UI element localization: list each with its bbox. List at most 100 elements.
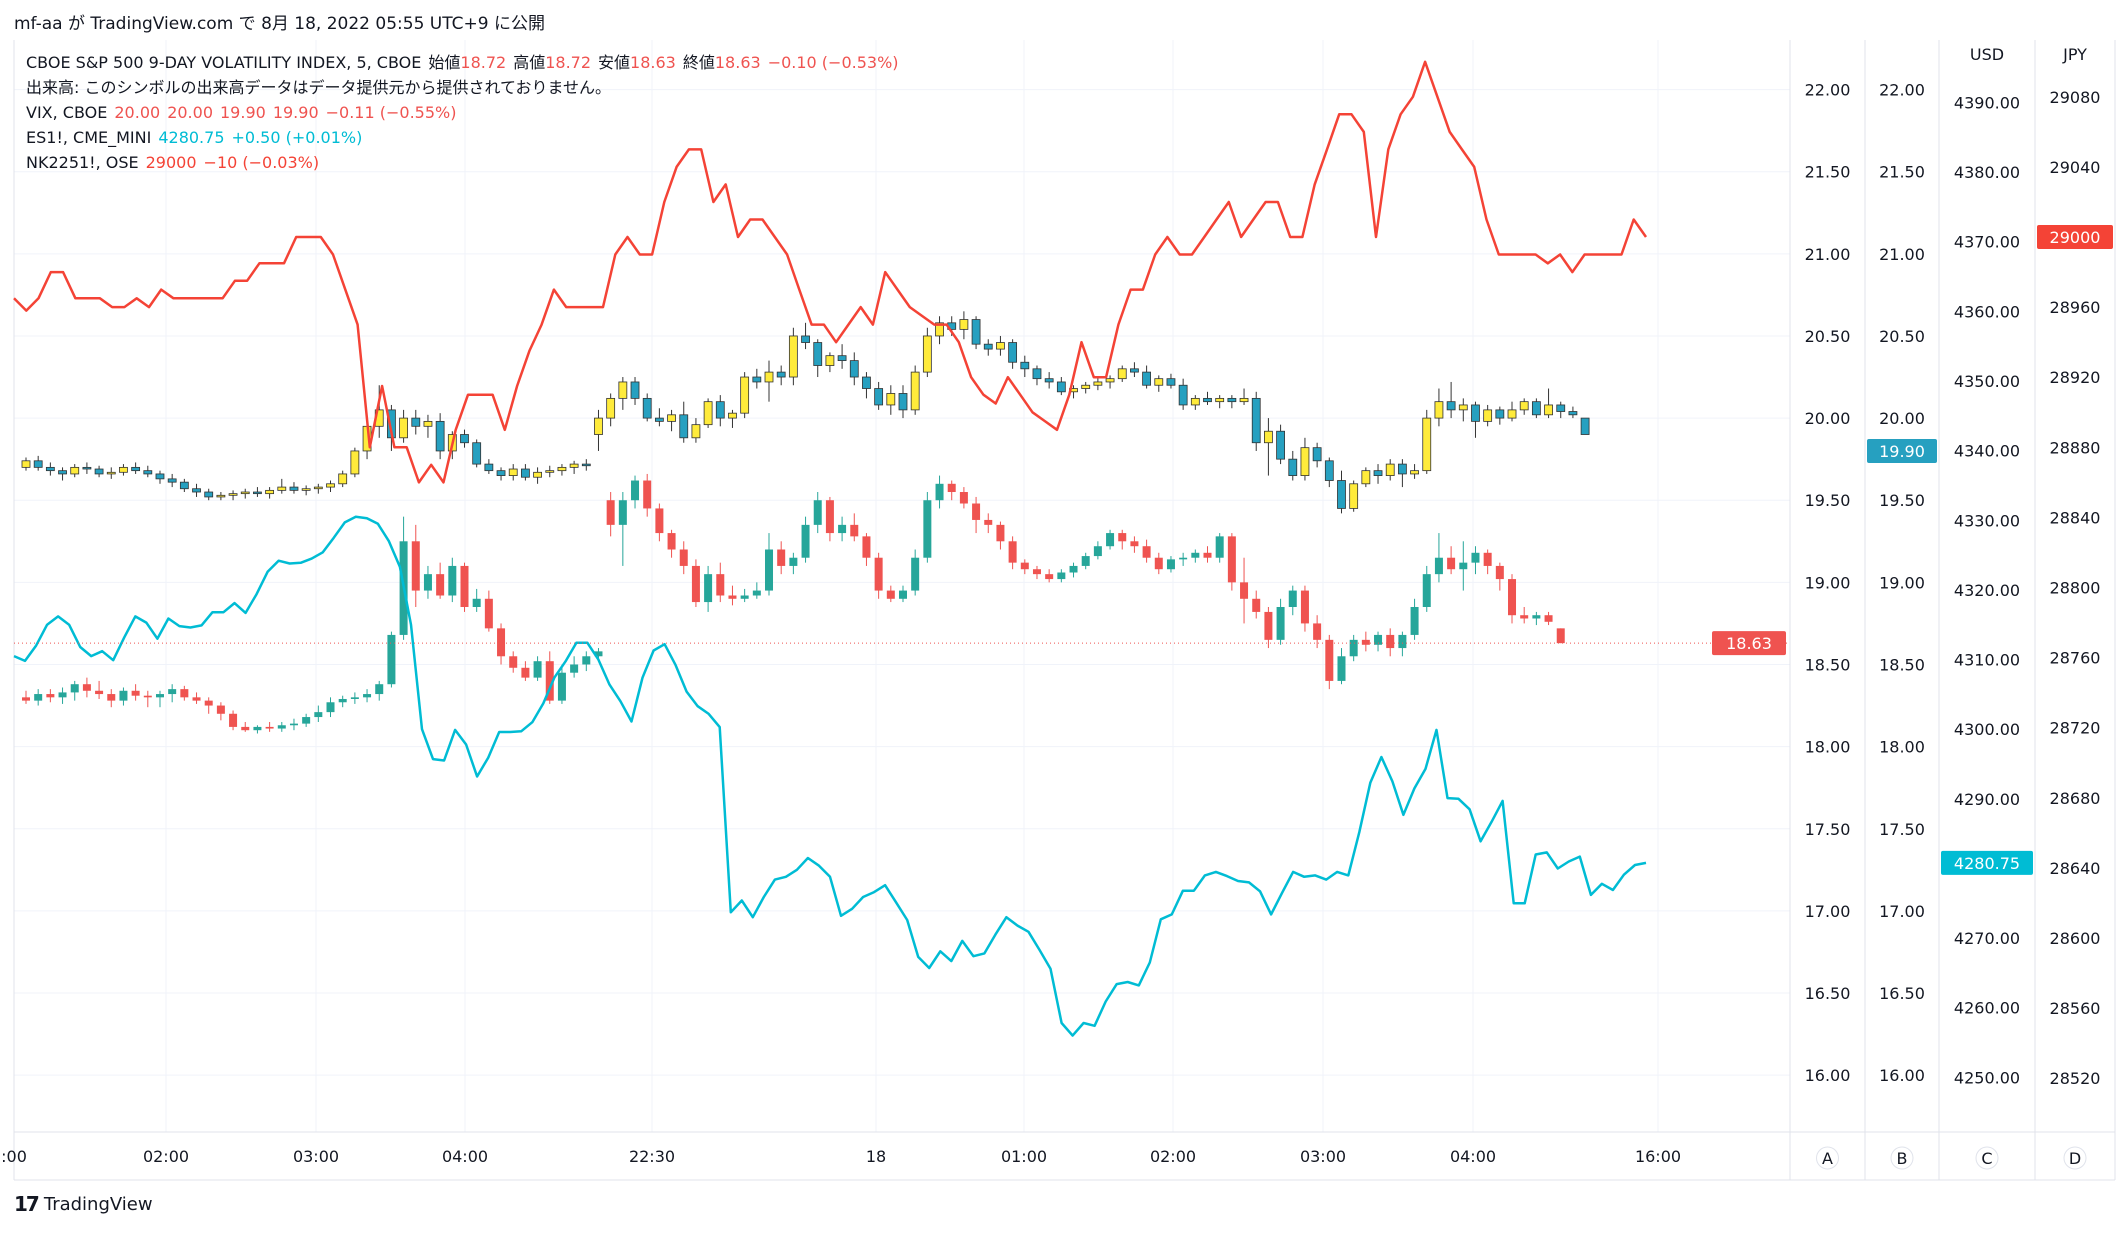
candle-body xyxy=(95,690,104,695)
legend-vix-h: 20.00 xyxy=(167,103,213,122)
candle-body xyxy=(1130,541,1139,547)
candle-body xyxy=(131,466,141,472)
axis-c-unit: USD xyxy=(1970,45,2004,64)
legend-es-symbol: ES1!, CME_MINI xyxy=(26,128,152,147)
candle-body xyxy=(971,319,981,345)
candle-body xyxy=(1313,623,1322,640)
candle-body xyxy=(363,694,372,698)
candle-body xyxy=(192,488,201,493)
candle-body xyxy=(1106,533,1115,547)
axis-a-letter: A xyxy=(1822,1149,1833,1168)
candle-body xyxy=(581,463,591,467)
candle-body xyxy=(107,694,116,701)
candle-body xyxy=(679,549,688,566)
candle-body xyxy=(326,483,335,488)
x-tick-label: 03:00 xyxy=(1300,1147,1346,1166)
x-tick-label: :00 xyxy=(1,1147,27,1166)
legend-vix-row[interactable]: VIX, CBOE 20.00 20.00 19.90 19.90 −0.11 (−0.5… xyxy=(26,100,906,125)
candle-body xyxy=(1179,557,1188,560)
candle-body xyxy=(1459,562,1468,570)
candle-body xyxy=(1337,656,1346,681)
candle-body xyxy=(1240,582,1249,599)
candle-body xyxy=(1373,470,1383,476)
candle-body xyxy=(984,519,993,525)
candle-body xyxy=(423,574,432,591)
axis-b-tick: 17.50 xyxy=(1879,820,1925,839)
candle-body xyxy=(886,590,895,599)
candle-body xyxy=(338,698,347,703)
candle-body xyxy=(1471,552,1480,563)
legend-es-row[interactable]: ES1!, CME_MINI 4280.75 +0.50 (+0.01%) xyxy=(26,125,906,150)
candle-body xyxy=(1130,368,1139,373)
candle-body xyxy=(253,491,262,495)
candle-body xyxy=(119,466,128,473)
axis-b-badge xyxy=(1890,1146,1914,1170)
candle-body xyxy=(728,595,737,599)
candle-body xyxy=(1483,552,1492,566)
candle-body xyxy=(1325,639,1334,681)
legend-low: 18.63 xyxy=(630,53,676,72)
candle-body xyxy=(715,401,725,419)
candle-body xyxy=(1434,557,1443,575)
candle-body xyxy=(1361,470,1371,485)
candle-body xyxy=(594,417,603,435)
candle-body xyxy=(1057,572,1066,580)
axis-a-tick: 17.50 xyxy=(1805,820,1851,839)
candle-body xyxy=(289,723,298,726)
axis-b-tick: 20.00 xyxy=(1879,409,1925,428)
candle-body xyxy=(509,656,518,668)
candle-body xyxy=(155,694,164,698)
candle-body xyxy=(545,661,554,701)
candle-body xyxy=(813,342,823,366)
legend-main-row[interactable]: CBOE S&P 500 9-DAY VOLATILITY INDEX, 5, … xyxy=(26,50,906,75)
candle-body xyxy=(1398,634,1407,649)
legend-low-label: 安値 xyxy=(598,53,631,72)
candle-body xyxy=(45,466,55,472)
candle-body xyxy=(1081,384,1091,389)
candle-body xyxy=(1288,590,1297,607)
candle-body xyxy=(350,450,360,475)
axes-frame xyxy=(13,40,2116,1181)
candle-body xyxy=(789,557,798,566)
price-label-d xyxy=(2037,225,2113,250)
axis-d-letter: D xyxy=(2069,1149,2081,1168)
legend-main-symbol: CBOE S&P 500 9-DAY VOLATILITY INDEX, 5, … xyxy=(26,53,422,72)
candle-body xyxy=(1507,409,1517,419)
candle-body xyxy=(131,690,140,696)
candle-body xyxy=(606,500,615,525)
candle-body xyxy=(691,565,700,603)
candle-body xyxy=(1227,397,1237,403)
legend-nk-row[interactable]: NK2251!, OSE 29000 −10 (−0.03%) xyxy=(26,150,906,175)
axis-b-tick: 20.50 xyxy=(1879,327,1925,346)
axis-a-tick: 19.50 xyxy=(1805,491,1851,510)
footer[interactable]: 17 TradingView xyxy=(14,1192,153,1216)
candle-body xyxy=(1544,404,1553,416)
candle-body xyxy=(1556,628,1565,644)
candle-body xyxy=(679,414,689,439)
legend-es-change: +0.50 (+0.01%) xyxy=(231,128,363,147)
candle-body xyxy=(1008,541,1017,563)
candle-body xyxy=(533,471,542,478)
candle-body xyxy=(289,486,299,491)
candle-body xyxy=(1142,371,1152,386)
candle-body xyxy=(667,414,676,422)
legend-vix-l: 19.90 xyxy=(220,103,266,122)
candle-body xyxy=(667,533,676,550)
candle-body xyxy=(1154,557,1163,570)
candle-body xyxy=(1190,397,1200,406)
candle-body xyxy=(1349,639,1358,657)
axis-c-tick: 4260.00 xyxy=(1954,999,2020,1018)
axis-d-tick: 28920 xyxy=(2050,368,2101,387)
axis-b-tick: 22.00 xyxy=(1879,81,1925,100)
candle-body xyxy=(1203,552,1212,558)
candle-body xyxy=(594,651,603,657)
candle-body xyxy=(947,483,956,493)
candle-body xyxy=(837,355,847,362)
axis-d-tick: 28840 xyxy=(2050,508,2101,527)
legend: CBOE S&P 500 9-DAY VOLATILITY INDEX, 5, … xyxy=(26,50,906,175)
axis-b-tick: 17.00 xyxy=(1879,902,1925,921)
candle-body xyxy=(423,420,433,427)
candle-body xyxy=(1410,606,1419,635)
candle-body xyxy=(911,557,920,591)
